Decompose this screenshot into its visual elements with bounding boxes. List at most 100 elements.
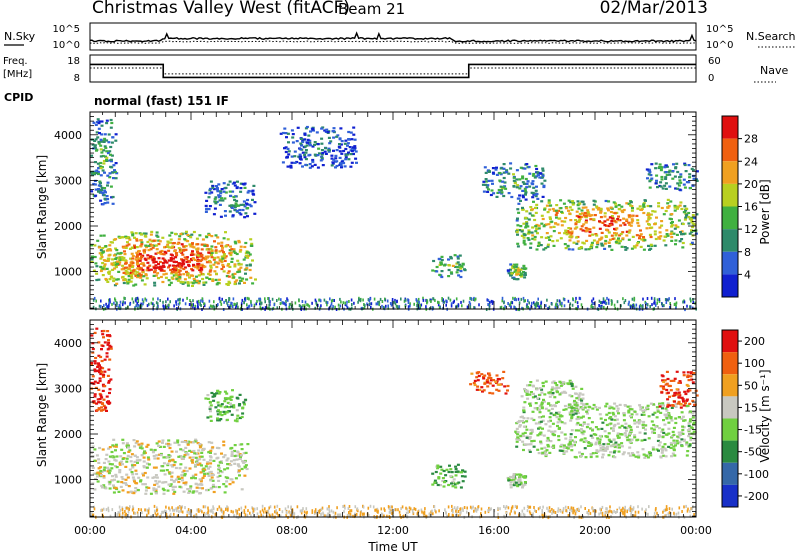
echo-cell [644, 199, 647, 202]
echo-cell [218, 410, 222, 414]
echo-cell [584, 440, 588, 443]
echo-cell [339, 143, 343, 146]
echo-cell [580, 402, 584, 405]
echo-cell [536, 397, 540, 400]
echo-cell [267, 297, 269, 300]
echo-cell [515, 298, 517, 302]
echo-cell [539, 244, 543, 247]
echo-cell [96, 136, 100, 139]
echo-cell [509, 481, 513, 484]
echo-cell [671, 435, 675, 438]
echo-cell [520, 415, 524, 418]
echo-cell [329, 140, 333, 143]
echo-cell [201, 273, 205, 276]
echo-cell [219, 405, 223, 408]
echo-cell [207, 474, 211, 477]
echo-cell [695, 179, 699, 182]
echo-cell [251, 189, 255, 192]
echo-cell [219, 215, 223, 218]
echo-cell [303, 145, 307, 148]
echo-cell [108, 481, 112, 484]
echo-cell [182, 298, 184, 302]
echo-cell [183, 454, 187, 457]
echo-cell [218, 296, 221, 300]
echo-cell [104, 191, 107, 194]
echo-cell [675, 162, 679, 165]
echo-cell [537, 241, 541, 244]
echo-cell [610, 427, 614, 430]
echo-cell [340, 160, 344, 163]
echo-cell [155, 442, 159, 445]
echo-cell [515, 271, 519, 274]
echo-cell [572, 401, 576, 404]
echo-cell [455, 262, 459, 265]
echo-cell [177, 480, 181, 484]
echo-cell [604, 447, 608, 450]
echo-cell [94, 123, 98, 126]
echo-cell [109, 378, 113, 381]
echo-cell [107, 380, 111, 383]
echo-cell [320, 127, 324, 130]
echo-cell [114, 486, 118, 489]
echo-cell [499, 167, 503, 170]
echo-cell [679, 173, 683, 176]
echo-cell [115, 282, 119, 285]
echo-cell [538, 426, 542, 429]
echo-cell [113, 458, 117, 462]
echo-cell [209, 415, 213, 418]
echo-cell [184, 245, 188, 248]
echo-cell [633, 436, 637, 439]
echo-cell [633, 422, 637, 425]
echo-cell [521, 229, 524, 232]
echo-cell [533, 193, 537, 196]
echo-cell [313, 141, 317, 144]
echo-cell [649, 243, 653, 246]
echo-cell [575, 236, 579, 239]
echo-cell [149, 268, 153, 271]
echo-cell [560, 224, 564, 227]
echo-cell [232, 297, 235, 301]
echo-cell [559, 420, 562, 423]
echo-cell [93, 173, 96, 176]
echo-cell [682, 371, 686, 374]
echo-cell [573, 403, 577, 406]
echo-cell [434, 470, 438, 474]
echo-cell [581, 229, 585, 232]
echo-cell [630, 215, 634, 218]
echo-cell [687, 424, 691, 427]
echo-cell [124, 269, 128, 272]
echo-cell [521, 181, 525, 184]
echo-cell [170, 246, 174, 249]
echo-cell [338, 150, 342, 153]
echo-cell [546, 211, 550, 214]
echo-cell [492, 379, 496, 382]
echo-cell [522, 448, 525, 452]
echo-cell [642, 211, 646, 215]
echo-cell [458, 254, 462, 257]
echo-cell [518, 187, 522, 190]
echo-cell [523, 234, 527, 237]
nave-tick-low: 0 [708, 73, 714, 84]
echo-cell [577, 394, 581, 397]
echo-cell [555, 411, 558, 414]
echo-cell [531, 192, 535, 195]
echo-cell [677, 219, 681, 222]
echo-cell [155, 231, 159, 234]
echo-cell [516, 217, 519, 220]
echo-cell [100, 359, 104, 363]
echo-cell [568, 239, 572, 242]
echo-cell [661, 187, 665, 190]
echo-cell [589, 218, 593, 221]
echo-cell [603, 220, 607, 223]
echo-cell [574, 429, 578, 432]
echo-cell [661, 386, 665, 389]
echo-cell [692, 177, 696, 180]
echo-cell [128, 247, 132, 250]
echo-cell [518, 178, 522, 181]
echo-cell [100, 151, 104, 154]
echo-cell [339, 297, 341, 301]
echo-cell [443, 481, 446, 484]
echo-cell [114, 139, 118, 142]
echo-cell [460, 300, 462, 304]
